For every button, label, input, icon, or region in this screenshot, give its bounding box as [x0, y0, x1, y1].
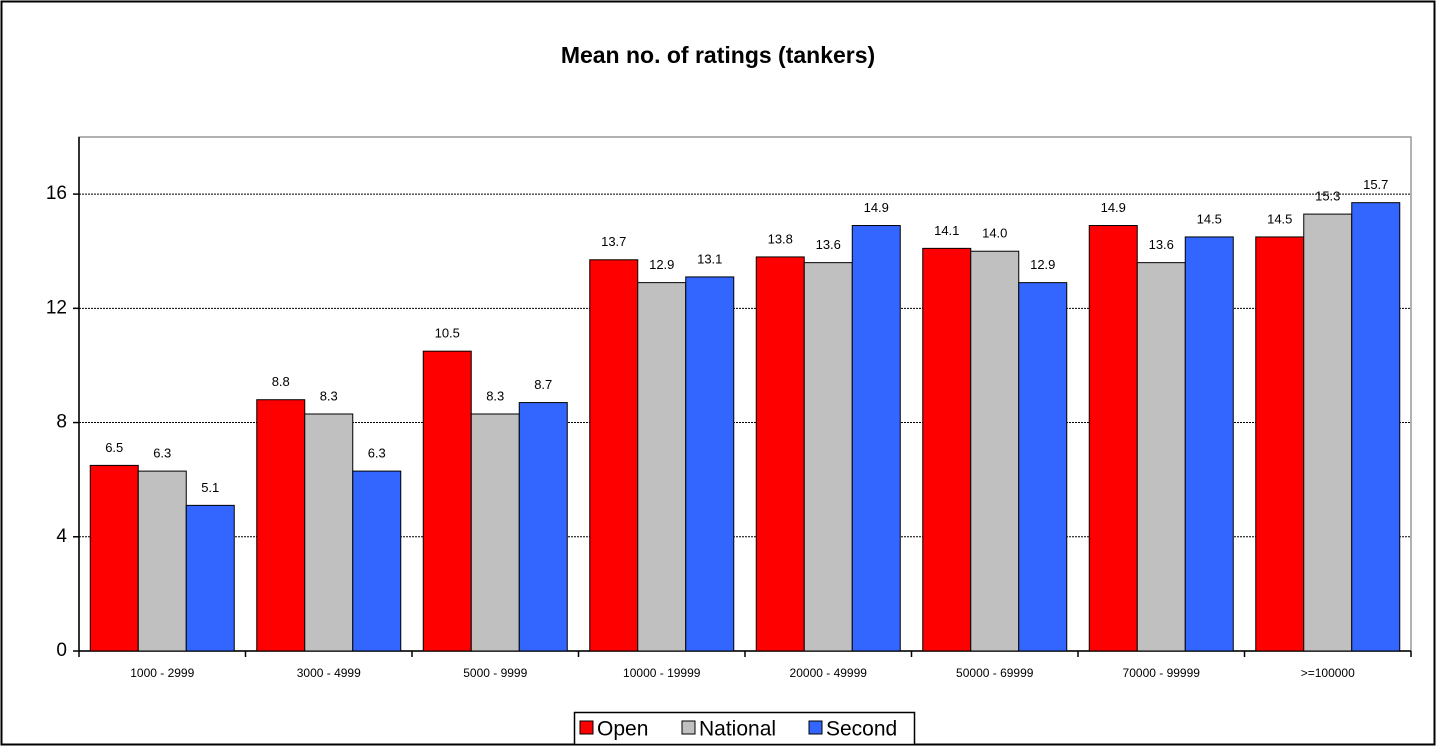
y-tick-label: 16 [46, 183, 67, 204]
chart-title: Mean no. of ratings (tankers) [561, 42, 875, 68]
bar [755, 256, 805, 652]
value-label: 13.8 [768, 231, 793, 246]
x-tick-label: 50000 - 69999 [956, 666, 1034, 680]
value-label: 14.1 [934, 223, 959, 238]
x-tick-label: 70000 - 99999 [1123, 666, 1201, 680]
value-label: 14.5 [1197, 211, 1222, 226]
legend-swatch [681, 720, 696, 735]
y-tick-label: 4 [56, 526, 67, 547]
x-tick-label: 20000 - 49999 [790, 666, 868, 680]
value-label: 14.9 [864, 200, 889, 215]
value-label: 6.3 [368, 446, 386, 461]
value-label: 8.3 [486, 388, 504, 403]
value-label: 12.9 [1030, 257, 1055, 272]
bar [589, 259, 639, 652]
value-label: 6.5 [105, 440, 123, 455]
value-label: 13.6 [816, 237, 841, 252]
bar [304, 413, 354, 652]
legend-box [573, 711, 916, 746]
x-tick-label: 10000 - 19999 [623, 666, 701, 680]
y-tick-label: 8 [56, 412, 67, 433]
bar [518, 402, 568, 652]
x-tick-label: >=100000 [1301, 666, 1355, 680]
bar [137, 470, 187, 652]
legend-swatch [579, 720, 594, 735]
x-tick-label: 3000 - 4999 [297, 666, 361, 680]
bar [637, 282, 687, 652]
value-label: 14.0 [982, 226, 1007, 241]
bar [1255, 236, 1305, 652]
y-tick-label: 0 [56, 640, 67, 661]
value-label: 13.6 [1149, 237, 1174, 252]
bar [1018, 282, 1068, 652]
value-label: 6.3 [153, 446, 171, 461]
value-label: 8.3 [320, 388, 338, 403]
bar [256, 399, 306, 652]
value-label: 14.9 [1101, 200, 1126, 215]
bar [89, 464, 139, 652]
value-label: 15.7 [1363, 177, 1388, 192]
bar [803, 262, 853, 652]
bar [422, 350, 472, 652]
value-label: 8.7 [534, 377, 552, 392]
bar [1088, 225, 1138, 652]
bar [1184, 236, 1234, 652]
bar [851, 225, 901, 652]
value-label: 8.8 [272, 374, 290, 389]
legend-label: National [699, 718, 776, 741]
bar [970, 250, 1020, 652]
value-label: 15.3 [1315, 189, 1340, 204]
legend-label: Second [826, 718, 897, 741]
bar [1351, 202, 1401, 652]
legend-label: Open [597, 718, 648, 741]
value-label: 5.1 [201, 480, 219, 495]
x-tick-label: 1000 - 2999 [130, 666, 194, 680]
value-label: 14.5 [1267, 211, 1292, 226]
value-label: 10.5 [435, 326, 460, 341]
legend-swatch [808, 720, 823, 735]
x-tick-label: 5000 - 9999 [463, 666, 527, 680]
bar [922, 247, 972, 652]
value-label: 13.1 [697, 251, 722, 266]
y-tick-label: 12 [46, 297, 67, 318]
bar [470, 413, 520, 652]
value-label: 13.7 [601, 234, 626, 249]
bar [185, 504, 235, 652]
value-label: 12.9 [649, 257, 674, 272]
bar [1136, 262, 1186, 652]
bar [685, 276, 735, 652]
bar [1303, 213, 1353, 652]
bar [352, 470, 402, 652]
